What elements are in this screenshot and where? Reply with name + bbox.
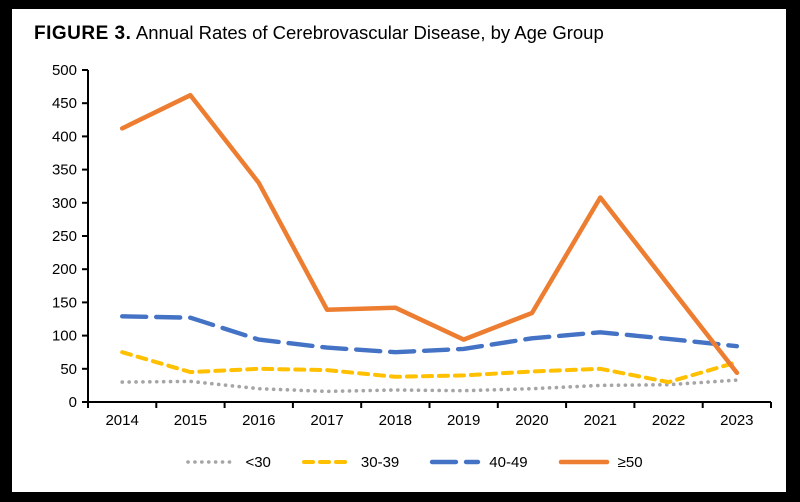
x-tick-label: 2019 (447, 412, 480, 429)
legend-swatch-40-49-icon (430, 459, 481, 465)
series-line-40-49 (119, 314, 740, 355)
y-tick-label: 100 (52, 328, 77, 345)
legend-label-30-39: 30-39 (360, 453, 400, 471)
y-tick-label: 150 (52, 294, 77, 311)
x-tick-label: 2016 (242, 412, 275, 429)
figure-title: FIGURE 3. Annual Rates of Cerebrovascula… (34, 22, 604, 45)
legend-item-40-49: 40-49 (429, 453, 528, 471)
legend-swatch-lt-30-icon (186, 460, 237, 464)
x-tick-label: 2023 (720, 412, 753, 429)
x-tick-label: 2021 (584, 412, 617, 429)
x-tick-label: 2015 (174, 412, 207, 429)
y-tick-label: 200 (52, 261, 77, 278)
series-line-30-39 (120, 350, 739, 385)
x-tick-label: 2017 (310, 412, 343, 429)
series-line-gte-50 (119, 92, 740, 376)
y-tick-label: 300 (52, 195, 77, 212)
y-tick-label: 400 (52, 128, 77, 145)
line-chart: 0 50 100 150 200 250 300 350 400 450 500 2014 2015 20… (52, 62, 772, 429)
figure-frame: FIGURE 3. Annual Rates of Cerebrovascula… (12, 9, 786, 492)
y-tick-label: 500 (52, 62, 77, 79)
legend-swatch-gte-50-icon (558, 459, 609, 465)
chart-legend: <30 30-39 40-49 ≥50 (12, 451, 786, 473)
x-tick-label: 2022 (652, 412, 685, 429)
legend-label-lt-30: <30 (245, 453, 271, 471)
y-tick-label: 250 (52, 228, 77, 245)
legend-label-40-49: 40-49 (489, 453, 528, 471)
legend-swatch-30-39-icon (301, 460, 352, 464)
legend-label-gte-50: ≥50 (617, 453, 643, 471)
y-tick-label: 50 (60, 361, 77, 378)
y-tick-label: 0 (69, 394, 77, 411)
x-tick-label: 2020 (515, 412, 548, 429)
x-tick-label: 2014 (105, 412, 138, 429)
figure-number-label: FIGURE 3. (34, 23, 132, 44)
figure-caption: Annual Rates of Cerebrovascular Disease,… (135, 22, 604, 43)
x-tick-label: 2018 (379, 412, 412, 429)
y-tick-label: 450 (52, 95, 77, 112)
y-tick-label: 350 (52, 162, 77, 179)
series-line-lt-30 (120, 378, 739, 394)
legend-item-lt-30: <30 (185, 453, 271, 471)
legend-item-gte-50: ≥50 (558, 454, 643, 471)
legend-item-30-39: 30-39 (301, 454, 399, 471)
